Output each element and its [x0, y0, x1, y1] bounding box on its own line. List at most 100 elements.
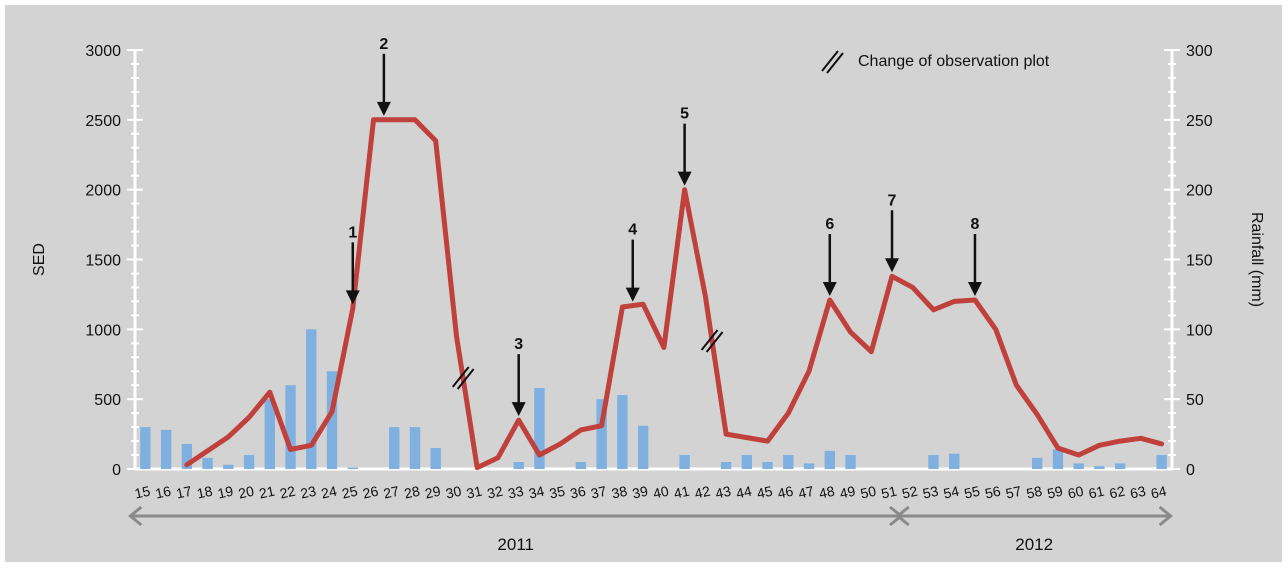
left-tick-label: 2000	[85, 183, 121, 200]
x-tick-label: 23	[299, 483, 318, 502]
sed-point	[227, 436, 229, 438]
annotation-arrow	[822, 234, 837, 297]
sed-point	[953, 300, 955, 302]
x-tick-label: 49	[838, 483, 857, 502]
rainfall-bar	[596, 399, 607, 469]
annotation-label: 5	[680, 106, 689, 123]
x-tick-label: 31	[465, 483, 484, 502]
rainfall-bar	[928, 455, 939, 469]
x-tick-label: 20	[237, 483, 256, 502]
right-tick-label: 0	[1186, 462, 1195, 479]
x-tick-label: 35	[548, 483, 567, 502]
sed-point	[580, 429, 582, 431]
x-tick-label: 45	[755, 483, 774, 502]
sed-point	[290, 448, 292, 450]
sed-point	[269, 391, 271, 393]
rainfall-bar	[534, 387, 545, 469]
sed-point	[1098, 444, 1100, 446]
rainfall-bar	[326, 371, 338, 469]
rainfall-bar	[202, 457, 213, 469]
slash-stroke	[700, 329, 719, 351]
sed-point	[1036, 414, 1038, 416]
sed-point	[1015, 384, 1017, 386]
sed-point	[414, 119, 416, 121]
x-tick-label: 25	[340, 483, 359, 502]
legend-plot-change-icon	[821, 50, 844, 74]
rainfall-bar	[513, 462, 524, 469]
rainfall-bar	[1052, 449, 1064, 469]
x-tick-label: 55	[963, 483, 982, 502]
left-tick-label: 2500	[85, 113, 121, 130]
rainfall-bar	[1073, 463, 1084, 469]
sed-point	[725, 433, 727, 435]
right-tick-label: 100	[1186, 322, 1213, 339]
x-tick-label: 47	[797, 483, 816, 502]
sed-point	[642, 303, 644, 305]
x-tick-label: 17	[175, 483, 194, 502]
left-axis-title: SED	[31, 243, 48, 276]
sed-point	[912, 286, 914, 288]
sed-point	[621, 306, 623, 308]
sed-point	[1140, 437, 1142, 439]
left-tick-label: 1500	[85, 253, 121, 270]
sed-point	[559, 443, 561, 445]
x-tick-label: 30	[444, 483, 463, 502]
annotation-arrow	[345, 242, 360, 305]
arrow-head	[677, 171, 692, 186]
legend-plot-change-label: Change of observation plot	[858, 53, 1050, 70]
arrow-head	[967, 282, 982, 297]
rainfall-bar	[720, 462, 732, 469]
sed-point	[850, 331, 852, 333]
year-range-head-right	[1158, 505, 1173, 527]
rainfall-bar	[264, 399, 275, 469]
x-tick-label: 61	[1087, 483, 1106, 502]
x-tick-label: 18	[195, 483, 214, 502]
rainfall-bar	[389, 427, 400, 469]
plot-background	[5, 5, 1282, 562]
annotation-label: 6	[825, 216, 834, 233]
rainfall-bar	[243, 455, 255, 469]
annotation-label: 2	[379, 36, 388, 53]
sed-point	[767, 440, 769, 442]
x-tick-label: 50	[859, 483, 878, 502]
x-tick-label: 34	[527, 483, 546, 502]
rainfall-bar	[181, 443, 193, 469]
rainfall-bar	[824, 450, 835, 469]
right-tick-label: 250	[1186, 113, 1213, 130]
x-tick-label: 40	[652, 483, 671, 502]
x-tick-label: 63	[1129, 483, 1148, 502]
sed-point	[704, 295, 706, 297]
x-tick-label: 33	[506, 483, 525, 502]
sed-point	[746, 437, 748, 439]
sed-point	[352, 307, 354, 309]
x-tick-label: 22	[278, 483, 297, 502]
sed-point	[186, 464, 188, 466]
sed-point	[1161, 443, 1163, 445]
arrow-head	[376, 101, 391, 116]
sed-point	[808, 370, 810, 372]
arrow-head	[625, 287, 640, 302]
x-tick-label: 64	[1149, 483, 1168, 502]
annotation-arrow	[625, 239, 640, 302]
annotation-arrow	[511, 354, 526, 417]
annotation-label: 4	[628, 222, 637, 239]
sed-point	[995, 328, 997, 330]
rainfall-bar	[741, 455, 753, 469]
arrow-head	[885, 258, 900, 273]
sed-point	[435, 140, 437, 142]
x-tick-label: 52	[900, 483, 919, 502]
sed-point	[601, 425, 603, 427]
x-tick-label: 29	[423, 483, 442, 502]
arrow-head	[822, 282, 837, 297]
x-tick-label: 32	[486, 483, 505, 502]
rainfall-bar	[140, 427, 151, 469]
rainfall-bar	[223, 464, 234, 469]
slash-stroke	[826, 52, 844, 74]
rainfall-bar	[949, 453, 960, 469]
left-tick-label: 3000	[85, 43, 121, 60]
sed-point	[891, 275, 893, 277]
right-tick-label: 300	[1186, 43, 1213, 60]
slash-stroke	[451, 366, 470, 388]
rainfall-bar	[160, 429, 172, 469]
